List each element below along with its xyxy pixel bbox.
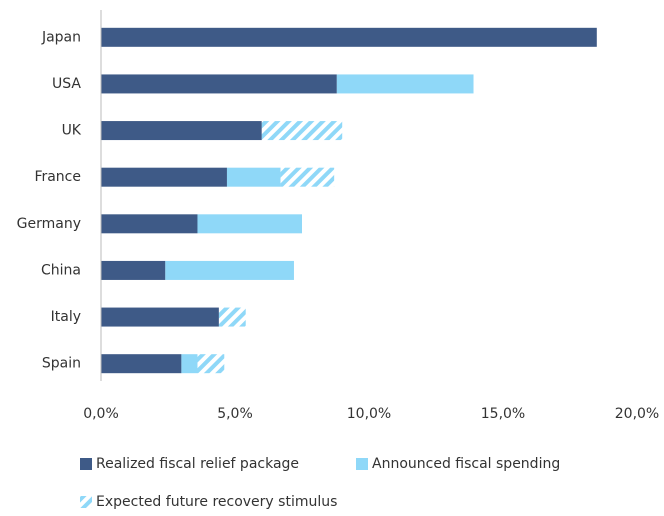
y-tick-label: Japan	[41, 29, 81, 45]
bar-segment	[181, 354, 198, 374]
bar-segment	[261, 121, 343, 141]
bar-segment	[197, 214, 302, 234]
y-tick-label: Italy	[51, 309, 81, 325]
bar-segment	[101, 214, 198, 234]
x-tick-label: 15,0%	[481, 406, 525, 422]
x-tick-label: 20,0%	[615, 406, 659, 422]
bar-segment	[101, 260, 166, 280]
y-tick-label: USA	[52, 76, 81, 92]
bar-segment	[218, 307, 246, 327]
bar-segment	[165, 260, 294, 280]
bar-segment	[101, 354, 182, 374]
legend-swatch	[80, 458, 92, 470]
y-tick-label: Germany	[17, 216, 81, 232]
legend-label: Realized fiscal relief package	[96, 456, 299, 472]
bar-segment	[101, 121, 262, 141]
x-tick-label: 10,0%	[347, 406, 391, 422]
legend-label: Announced fiscal spending	[372, 456, 560, 472]
bar-segment	[226, 167, 281, 187]
bar-segment	[101, 307, 219, 327]
bar-segment	[101, 27, 597, 47]
bar-segment	[101, 167, 227, 187]
y-tick-label: UK	[62, 123, 82, 139]
y-tick-label: Spain	[42, 356, 81, 372]
bar-segment	[197, 354, 225, 374]
y-tick-label: China	[41, 262, 81, 278]
legend-swatch	[356, 458, 368, 470]
y-tick-label: France	[34, 169, 81, 185]
x-tick-label: 0,0%	[83, 406, 119, 422]
bar-segment	[101, 74, 337, 94]
x-tick-label: 5,0%	[217, 406, 253, 422]
bar-segment	[280, 167, 335, 187]
legend-label: Expected future recovery stimulus	[96, 494, 337, 510]
legend-swatch	[80, 496, 92, 508]
bar-segment	[336, 74, 474, 94]
